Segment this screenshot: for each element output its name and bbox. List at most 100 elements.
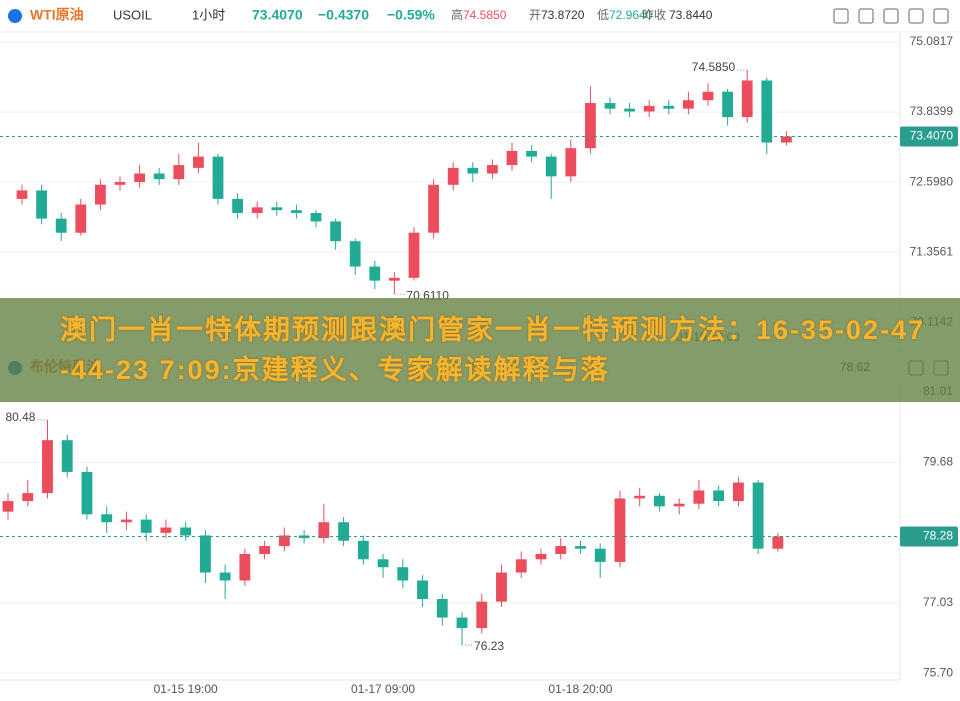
candle-body bbox=[614, 498, 626, 562]
candle-body bbox=[585, 103, 596, 149]
candle-body bbox=[232, 198, 243, 213]
candle-body bbox=[42, 440, 53, 494]
candle-body bbox=[408, 232, 420, 278]
candle-body bbox=[604, 103, 616, 109]
candle-body bbox=[663, 105, 675, 109]
candle-body bbox=[515, 559, 527, 573]
header-high: 74.5850 bbox=[463, 8, 507, 22]
x-tick-label: 01-15 19:00 bbox=[154, 682, 218, 696]
candle-body bbox=[428, 184, 439, 233]
header-change-pct: −0.59% bbox=[387, 7, 435, 23]
candle-body bbox=[101, 514, 113, 523]
y-tick-label: 71.3561 bbox=[910, 244, 954, 258]
y-tick-label: 73.8399 bbox=[910, 104, 954, 118]
candle-body bbox=[2, 501, 14, 512]
candle-body bbox=[278, 535, 290, 547]
header-code: USOIL bbox=[113, 7, 152, 22]
candle-body bbox=[291, 210, 302, 213]
candle-body bbox=[643, 105, 655, 112]
header-low: 72.9640 bbox=[609, 8, 653, 22]
y-tick-label: 77.03 bbox=[923, 595, 953, 609]
candle-body bbox=[653, 495, 665, 507]
candle-body bbox=[160, 527, 172, 533]
candle-body bbox=[594, 548, 606, 562]
candle-body bbox=[781, 136, 792, 143]
candle-body bbox=[298, 535, 310, 539]
candle-body bbox=[193, 156, 204, 168]
candle-body bbox=[134, 173, 145, 182]
candle-body bbox=[318, 522, 330, 539]
candle-body bbox=[624, 108, 635, 112]
candle-body bbox=[153, 173, 165, 180]
candle-body bbox=[722, 91, 733, 118]
candle-body bbox=[338, 522, 350, 541]
candle-body bbox=[16, 190, 28, 199]
icon[interactable] bbox=[833, 8, 849, 24]
x-tick-label: 01-17 09:00 bbox=[351, 682, 415, 696]
candle-body bbox=[81, 471, 93, 515]
logo bbox=[8, 9, 22, 23]
candle-body bbox=[741, 80, 753, 118]
candle-body bbox=[683, 100, 694, 109]
icon[interactable] bbox=[908, 8, 924, 24]
candle-body bbox=[456, 617, 468, 629]
candle-body bbox=[535, 554, 547, 560]
candle-body bbox=[251, 207, 263, 213]
candle-body bbox=[389, 277, 400, 281]
header-symbol: WTI原油 bbox=[30, 7, 84, 23]
candle-body bbox=[506, 150, 518, 166]
candle-body bbox=[330, 221, 341, 242]
icon[interactable] bbox=[858, 8, 874, 24]
last-price-box bbox=[900, 526, 958, 547]
candle-body bbox=[199, 535, 211, 573]
candle-body bbox=[271, 207, 283, 211]
header-prev-label: 昨收 bbox=[642, 8, 666, 22]
last-price-label: 73.4070 bbox=[910, 129, 954, 143]
candle-body bbox=[22, 493, 34, 502]
candle-body bbox=[219, 572, 231, 581]
x-tick-label: 01-18 20:00 bbox=[548, 682, 612, 696]
candle-body bbox=[114, 181, 126, 185]
y-tick-label: 75.0817 bbox=[910, 34, 954, 48]
candle-body bbox=[545, 156, 557, 177]
candle-body bbox=[140, 519, 152, 533]
candle-body bbox=[121, 519, 132, 523]
header-high-label: 高 bbox=[451, 7, 463, 22]
candle-body bbox=[487, 165, 498, 174]
candle-body bbox=[55, 218, 67, 233]
header-interval: 1小时 bbox=[192, 7, 225, 22]
candle-body bbox=[239, 554, 251, 581]
candle-body bbox=[180, 527, 192, 536]
candle-body bbox=[772, 536, 784, 549]
max-label: 80.48 bbox=[5, 410, 35, 424]
icon[interactable] bbox=[883, 8, 899, 24]
min-label: 76.23 bbox=[474, 639, 504, 653]
candle-body bbox=[377, 559, 389, 568]
candle-body bbox=[476, 601, 488, 629]
candle-body bbox=[447, 167, 459, 185]
candle-body bbox=[496, 572, 507, 602]
candle-body bbox=[436, 599, 448, 618]
header-prev: 73.8440 bbox=[669, 8, 713, 22]
candle-body bbox=[702, 91, 714, 101]
candle-body bbox=[752, 482, 764, 549]
header-open: 73.8720 bbox=[541, 8, 585, 22]
last-price-label: 78.28 bbox=[923, 529, 953, 543]
candle-body bbox=[693, 490, 705, 504]
y-tick-label: 79.68 bbox=[923, 455, 953, 469]
candle-body bbox=[467, 167, 479, 174]
candle-body bbox=[732, 482, 744, 502]
y-tick-label: 72.5980 bbox=[910, 174, 954, 188]
icon[interactable] bbox=[933, 8, 949, 24]
candle-body bbox=[61, 440, 73, 472]
candle-body bbox=[369, 266, 381, 281]
candle-body bbox=[761, 80, 773, 143]
candle-body bbox=[357, 540, 369, 560]
candle-body bbox=[310, 212, 322, 222]
header-open-label: 开 bbox=[529, 8, 541, 22]
candle-body bbox=[95, 184, 106, 205]
candle-body bbox=[673, 503, 685, 507]
candle-body bbox=[526, 150, 537, 157]
candle-body bbox=[259, 546, 271, 554]
